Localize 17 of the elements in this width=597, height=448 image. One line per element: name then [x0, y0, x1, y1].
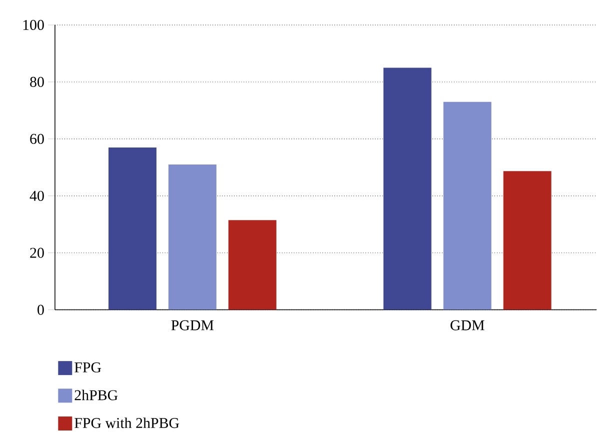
bar: [228, 220, 276, 310]
legend-label: FPG: [74, 362, 102, 373]
bar: [168, 164, 216, 310]
bar: [383, 68, 432, 310]
y-tick-label: 60: [30, 134, 44, 144]
bar: [108, 148, 156, 310]
x-tick-label: PGDM: [171, 320, 214, 330]
x-tick-label: GDM: [450, 320, 484, 330]
y-tick-label: 20: [30, 248, 44, 258]
bar: [503, 171, 552, 310]
y-tick-label: 100: [23, 20, 44, 30]
legend-label: 2hPBG: [74, 390, 118, 400]
legend-label: FPG with 2hPBG: [74, 418, 180, 428]
y-tick-label: 0: [38, 304, 44, 315]
y-tick-label: 80: [30, 77, 44, 88]
bar: [443, 102, 492, 310]
y-tick-label: 40: [30, 190, 44, 202]
